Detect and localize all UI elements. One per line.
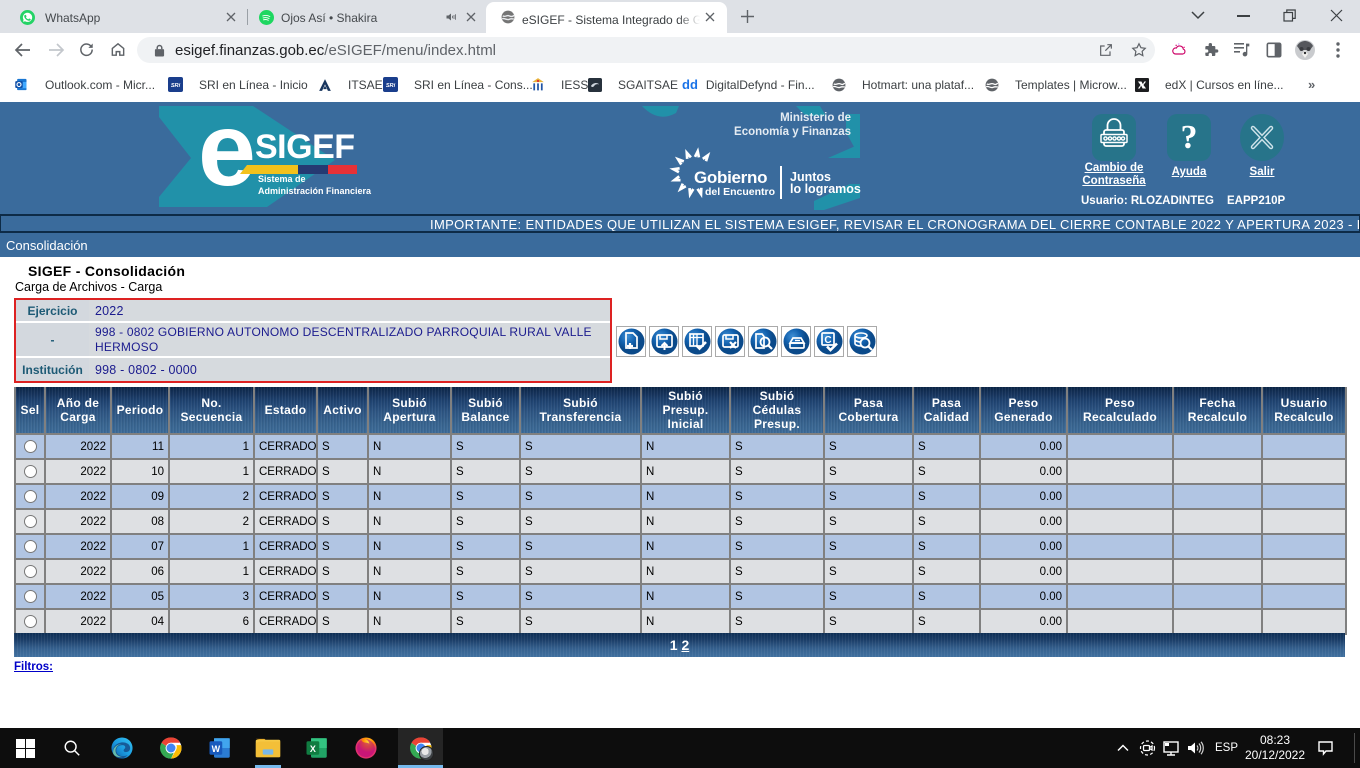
svg-text:W: W [212,744,221,754]
svg-text:C: C [824,335,831,346]
svg-text:X: X [310,744,316,754]
svg-text:SRi: SRi [171,83,181,89]
svg-text:SRi: SRi [386,83,396,89]
